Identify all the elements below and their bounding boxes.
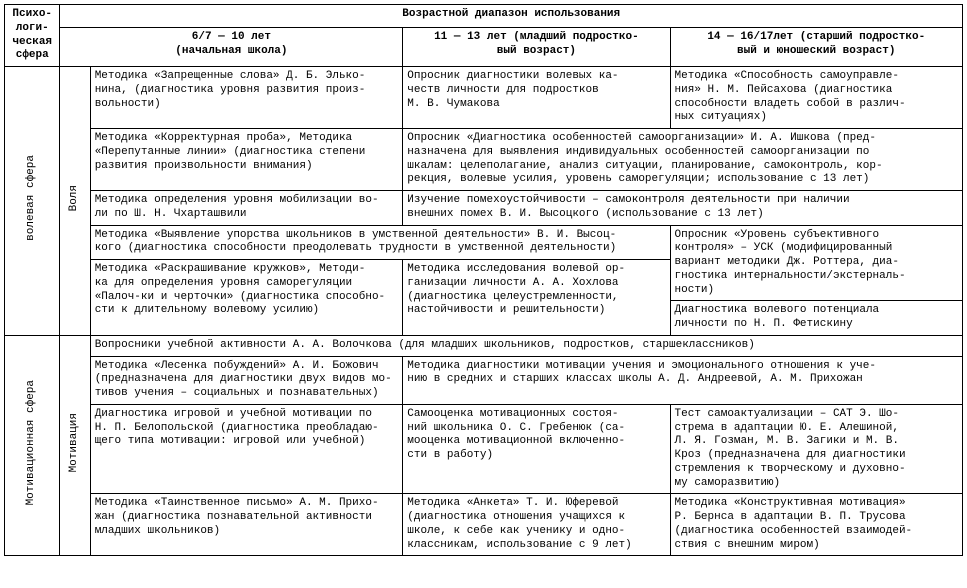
cell: Методика «Анкета» Т. И. Юферевой (диагно… bbox=[403, 494, 670, 556]
cell: Опросник «Уровень субъективного контроля… bbox=[670, 225, 962, 301]
cell: Диагностика волевого потенциала личности… bbox=[670, 301, 962, 336]
cell: Методика «Способность самоуправле- ния» … bbox=[670, 67, 962, 129]
cell: Методика «Конструктивная мотивация» Р. Б… bbox=[670, 494, 962, 556]
methods-table: Психо- логи- ческая сфера Возрастной диа… bbox=[4, 4, 963, 556]
cell: Методика «Раскрашивание кружков», Методи… bbox=[90, 260, 403, 336]
cell: Тест самоактуализации – САТ Э. Шо- стрем… bbox=[670, 404, 962, 494]
sphere-volitional: волевая сфера bbox=[5, 67, 60, 336]
col-sphere-header: Психо- логи- ческая сфера bbox=[5, 5, 60, 67]
age3-header: 14 — 16/17лет (старший подростко- вый и … bbox=[670, 28, 962, 67]
group-will: Воля bbox=[60, 67, 90, 336]
cell: Методика «Корректурная проба», Методика … bbox=[90, 129, 403, 191]
age2-header: 11 — 13 лет (младший подростко- вый возр… bbox=[403, 28, 670, 67]
sphere-motivational: Мотивационная сфера bbox=[5, 335, 60, 556]
cell: Методика «Запрещенные слова» Д. Б. Элько… bbox=[90, 67, 403, 129]
cell: Опросник «Диагностика особенностей самоо… bbox=[403, 129, 963, 191]
cell: Методика «Выявление упорства школьников … bbox=[90, 225, 670, 260]
cell: Методика «Таинственное письмо» А. М. При… bbox=[90, 494, 403, 556]
cell: Опросник диагностики волевых ка- честв л… bbox=[403, 67, 670, 129]
cell: Диагностика игровой и учебной мотивации … bbox=[90, 404, 403, 494]
cell: Методика диагностики мотивации учения и … bbox=[403, 356, 963, 404]
age1-header: 6/7 — 10 лет (начальная школа) bbox=[60, 28, 403, 67]
cell: Вопросники учебной активности А. А. Воло… bbox=[90, 335, 962, 356]
cell: Методика «Лесенка побуждений» А. И. Божо… bbox=[90, 356, 403, 404]
age-range-header: Возрастной диапазон использования bbox=[60, 5, 963, 28]
cell: Изучение помехоустойчивости – самоконтро… bbox=[403, 191, 963, 226]
cell: Методика исследования волевой ор- ганиза… bbox=[403, 260, 670, 336]
group-motivation: Мотивация bbox=[60, 335, 90, 556]
cell: Самооценка мотивационных состоя- ний шко… bbox=[403, 404, 670, 494]
cell: Методика определения уровня мобилизации … bbox=[90, 191, 403, 226]
